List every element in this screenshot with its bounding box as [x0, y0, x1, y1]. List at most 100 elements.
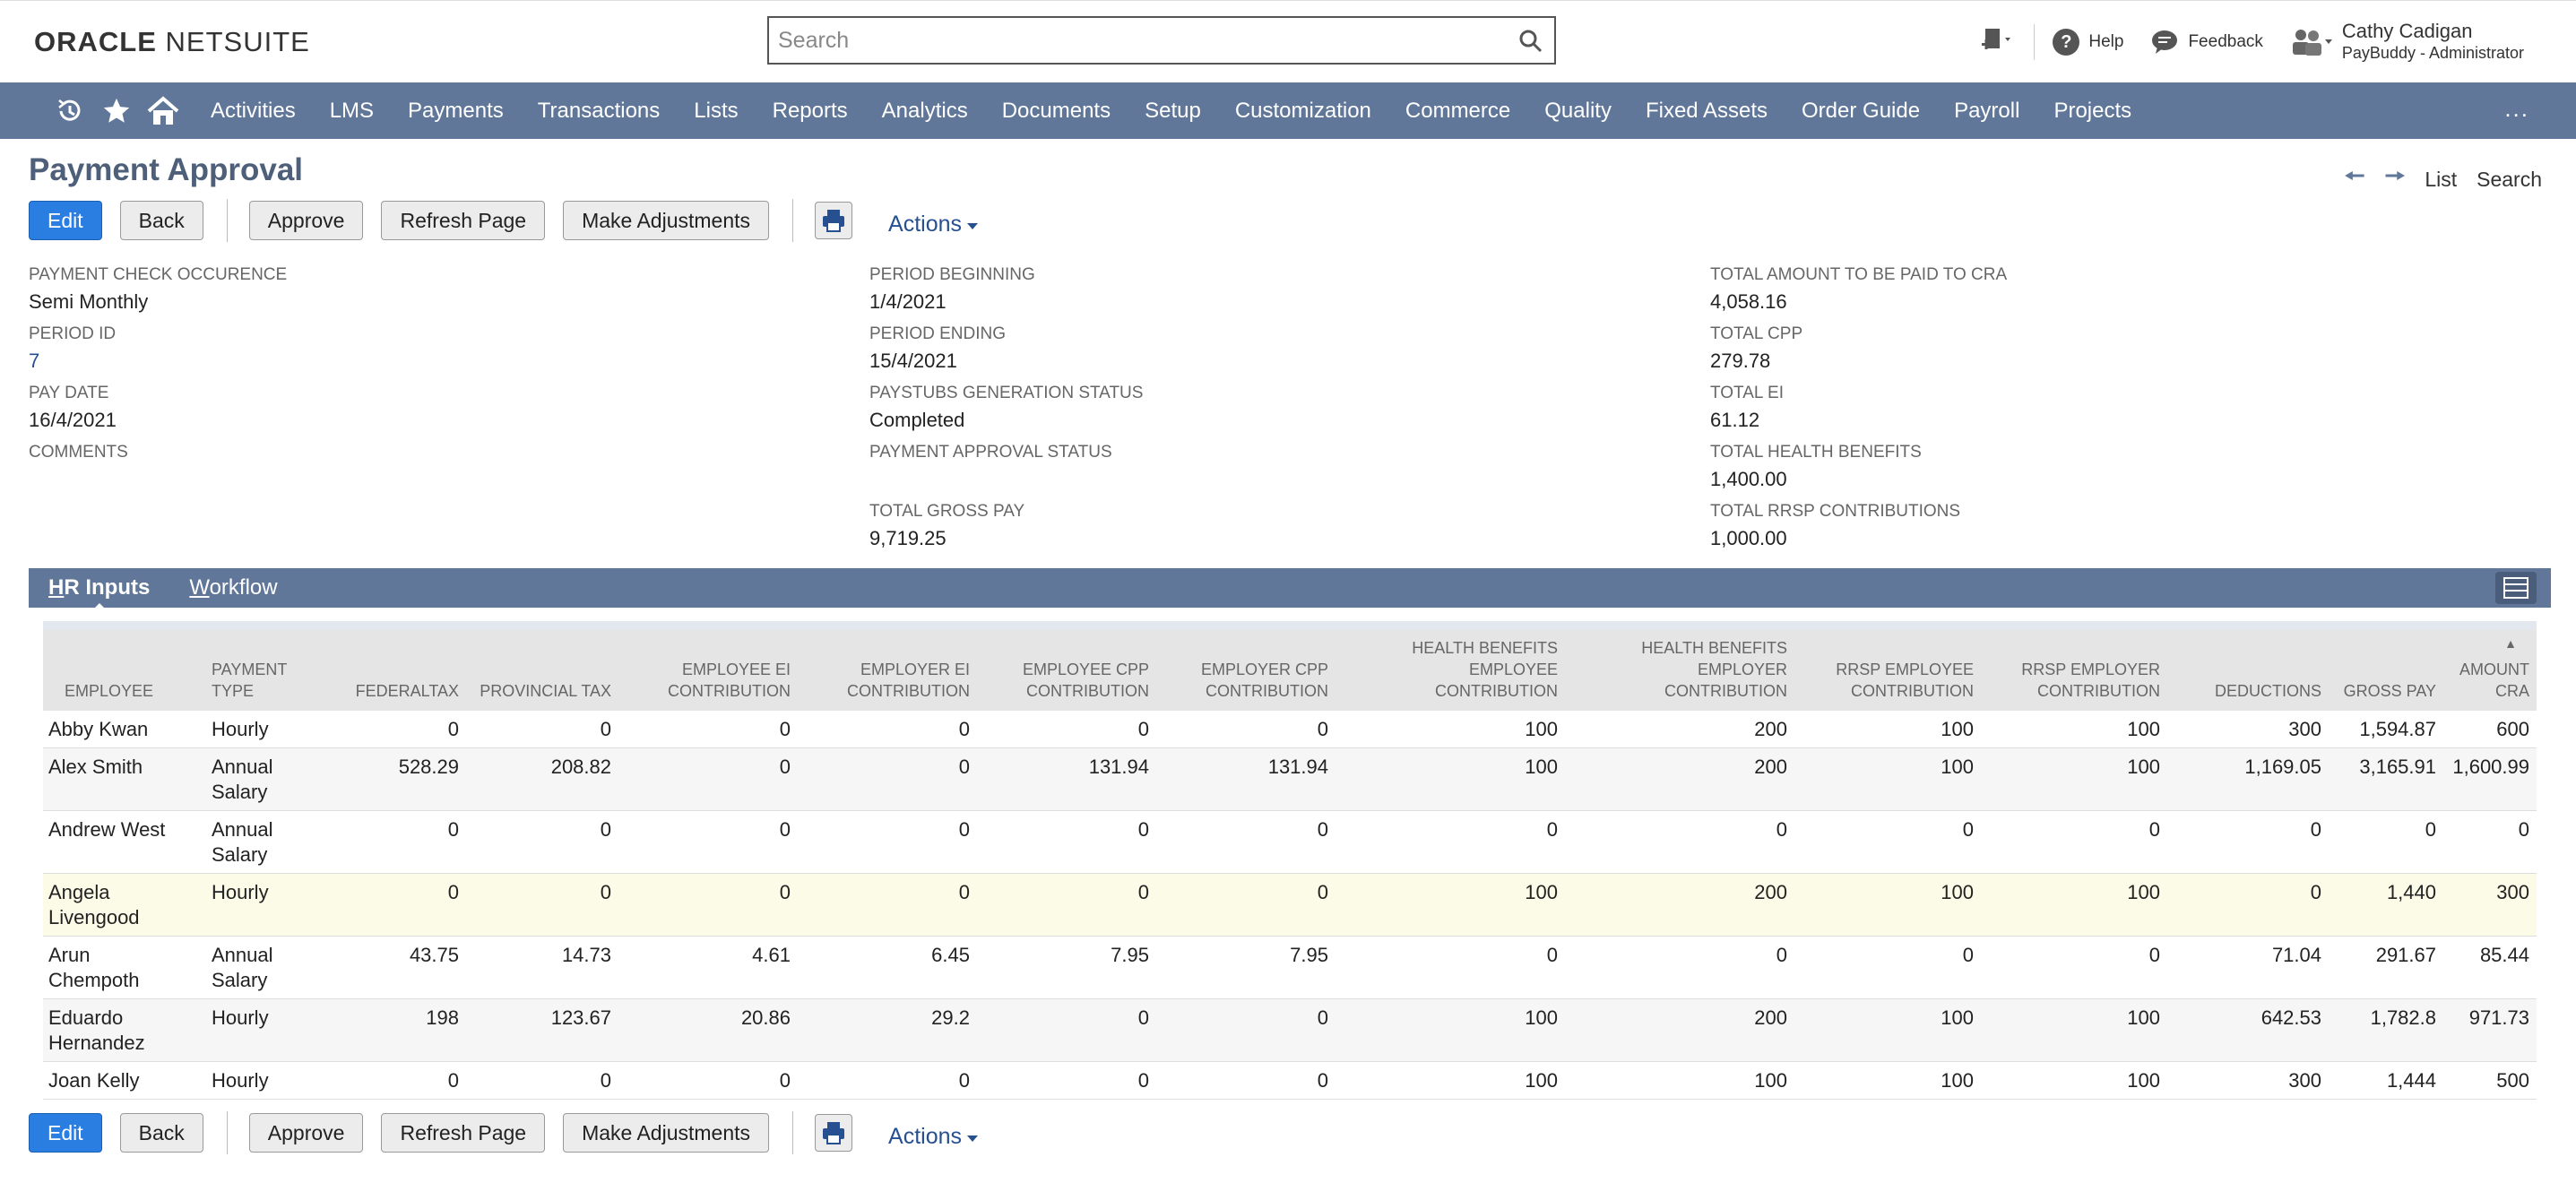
cell-federaltax: 198: [324, 998, 466, 1062]
refresh-page-button-bottom[interactable]: Refresh Page: [381, 1113, 546, 1153]
bottom-button-bar: Edit Back Approve Refresh Page Make Adju…: [29, 1111, 978, 1154]
cell-employee-cpp: 0: [977, 873, 1156, 937]
nav-lms[interactable]: LMS: [329, 98, 375, 123]
oracle-netsuite-logo[interactable]: ORACLE NETSUITE: [34, 26, 310, 57]
nav-payroll[interactable]: Payroll: [1954, 98, 2020, 123]
col-employee[interactable]: EMPLOYEE: [43, 621, 188, 711]
cell-employee-cpp: 0: [977, 810, 1156, 874]
make-adjustments-button-bottom[interactable]: Make Adjustments: [563, 1113, 770, 1153]
col-amount-cra[interactable]: AMOUNT CRA: [2443, 621, 2537, 711]
cell-amount-cra: 300: [2443, 873, 2537, 937]
cell-health-employer: 200: [1565, 711, 1794, 748]
refresh-page-button[interactable]: Refresh Page: [381, 201, 546, 240]
printer-icon: [823, 210, 845, 232]
nav-fixed-assets[interactable]: Fixed Assets: [1645, 98, 1768, 123]
edit-button-bottom[interactable]: Edit: [29, 1113, 102, 1153]
cell-amount-cra: 1,600.99: [2443, 747, 2537, 811]
tab-workflow[interactable]: Workflow: [189, 575, 278, 600]
edit-button[interactable]: Edit: [29, 201, 102, 240]
home-icon[interactable]: [140, 82, 186, 139]
table-header-row: EMPLOYEE PAYMENT TYPE FEDERALTAX PROVINC…: [43, 621, 2537, 711]
cell-gross-pay: 3,165.91: [2329, 747, 2443, 811]
nav-projects[interactable]: Projects: [2053, 98, 2132, 123]
layout-toggle-icon[interactable]: [2495, 572, 2537, 604]
cell-deductions: 71.04: [2167, 936, 2329, 999]
table-row[interactable]: Eduardo Hernandez Hourly 198 123.67 20.86 29.…: [43, 998, 2537, 1062]
col-health-employee[interactable]: HEALTH BENEFITS EMPLOYEE CONTRIBUTION: [1336, 621, 1565, 711]
nav-documents[interactable]: Documents: [1001, 98, 1111, 123]
total-ei-field: TOTAL EI 61.12: [1710, 384, 1785, 431]
col-provincial-tax[interactable]: PROVINCIAL TAX: [466, 621, 618, 711]
cell-federaltax: 0: [324, 1061, 466, 1100]
table-row[interactable]: Andrew West Annual Salary 0 0 0 0 0 0 0 0 0 0 0 0 0: [43, 810, 2537, 874]
recent-records-menu[interactable]: [1980, 27, 2016, 57]
make-adjustments-button[interactable]: Make Adjustments: [563, 201, 770, 240]
table-row[interactable]: Arun Chempoth Annual Salary 43.75 14.73 4.61…: [43, 936, 2537, 999]
cell-employee: Abby Kwan: [43, 711, 188, 748]
nav-analytics[interactable]: Analytics: [881, 98, 968, 123]
period-id-link[interactable]: 7: [29, 350, 40, 372]
nav-payments[interactable]: Payments: [408, 98, 504, 123]
cell-employer-ei: 0: [798, 1061, 977, 1100]
user-menu[interactable]: Cathy Cadigan PayBuddy - Administrator: [2290, 21, 2576, 64]
nav-quality[interactable]: Quality: [1544, 98, 1612, 123]
nav-transactions[interactable]: Transactions: [537, 98, 661, 123]
next-record-icon[interactable]: 🠖: [2384, 162, 2406, 189]
col-payment-type[interactable]: PAYMENT TYPE: [188, 621, 324, 711]
help-icon: ?: [2053, 29, 2080, 56]
cell-deductions: 0: [2167, 873, 2329, 937]
nav-lists[interactable]: Lists: [694, 98, 739, 123]
nav-commerce[interactable]: Commerce: [1405, 98, 1511, 123]
col-employer-cpp[interactable]: EMPLOYER CPP CONTRIBUTION: [1156, 621, 1336, 711]
nav-activities[interactable]: Activities: [211, 98, 296, 123]
nav-order-guide[interactable]: Order Guide: [1802, 98, 1921, 123]
cell-provincial-tax: 0: [466, 873, 618, 937]
nav-setup[interactable]: Setup: [1145, 98, 1201, 123]
tab-hr-inputs[interactable]: HR Inputs: [29, 575, 169, 600]
approve-button[interactable]: Approve: [248, 201, 364, 240]
search-icon[interactable]: [1518, 29, 1543, 54]
favorites-star-icon[interactable]: [93, 82, 140, 139]
payment-check-occurence-field: PAYMENT CHECK OCCURENCE Semi Monthly: [29, 265, 288, 313]
col-deductions[interactable]: DEDUCTIONS: [2167, 621, 2329, 711]
cell-gross-pay: 0: [2329, 810, 2443, 874]
sort-ascending-icon[interactable]: ▲: [2504, 636, 2517, 651]
feedback-link[interactable]: Feedback: [2150, 29, 2263, 56]
table-row[interactable]: Angela Livengood Hourly 0 0 0 0 0 0 100 200 100 100…: [43, 873, 2537, 937]
cell-employer-cpp: 7.95: [1156, 936, 1336, 999]
back-button-bottom[interactable]: Back: [119, 1113, 203, 1153]
col-rrsp-employee[interactable]: RRSP EMPLOYEE CONTRIBUTION: [1794, 621, 1981, 711]
cell-employer-ei: 29.2: [798, 998, 977, 1062]
help-link[interactable]: ? Help: [2053, 29, 2123, 56]
nav-more-menu[interactable]: ...: [2504, 95, 2529, 122]
table-row[interactable]: Joan Kelly Hourly 0 0 0 0 0 0 100 100 100 100 300 1,4…: [43, 1061, 2537, 1100]
col-employee-ei[interactable]: EMPLOYEE EI CONTRIBUTION: [618, 621, 798, 711]
search-link[interactable]: Search: [2477, 167, 2542, 191]
cell-deductions: 1,169.05: [2167, 747, 2329, 811]
recent-history-icon[interactable]: [47, 82, 93, 139]
table-row[interactable]: Abby Kwan Hourly 0 0 0 0 0 0 100 200 100 100 300 1,59…: [43, 711, 2537, 748]
actions-menu[interactable]: Actions: [888, 212, 978, 237]
cell-employer-ei: 0: [798, 711, 977, 748]
list-link[interactable]: List: [2425, 167, 2458, 191]
nav-customization[interactable]: Customization: [1234, 98, 1371, 123]
previous-record-icon[interactable]: 🠔: [2344, 162, 2365, 189]
nav-reports[interactable]: Reports: [772, 98, 848, 123]
table-row[interactable]: Alex Smith Annual Salary 528.29 208.82 0 0 131…: [43, 747, 2537, 811]
col-gross-pay[interactable]: GROSS PAY: [2329, 621, 2443, 711]
col-health-employer[interactable]: HEALTH BENEFITS EMPLOYER CONTRIBUTION: [1565, 621, 1794, 711]
cell-health-employer: 200: [1565, 998, 1794, 1062]
actions-menu-bottom[interactable]: Actions: [888, 1124, 978, 1150]
approve-button-bottom[interactable]: Approve: [248, 1113, 364, 1153]
global-search[interactable]: [767, 16, 1556, 65]
col-employer-ei[interactable]: EMPLOYER EI CONTRIBUTION: [798, 621, 977, 711]
back-button[interactable]: Back: [119, 201, 203, 240]
col-employee-cpp[interactable]: EMPLOYEE CPP CONTRIBUTION: [977, 621, 1156, 711]
cell-deductions: 300: [2167, 711, 2329, 748]
print-button-bottom[interactable]: [815, 1114, 853, 1152]
actions-label: Actions: [888, 1123, 962, 1149]
col-federaltax[interactable]: FEDERALTAX: [324, 621, 466, 711]
col-rrsp-employer[interactable]: RRSP EMPLOYER CONTRIBUTION: [1981, 621, 2167, 711]
print-button[interactable]: [815, 202, 853, 239]
search-input[interactable]: [769, 18, 1486, 63]
